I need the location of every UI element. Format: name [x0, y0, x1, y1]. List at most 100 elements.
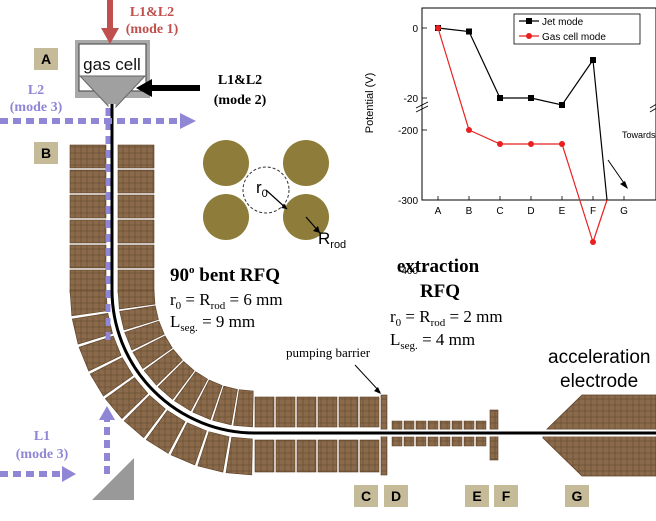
- rfq-segment: [104, 377, 149, 419]
- rfq-segment: [69, 169, 107, 194]
- rfq-segment: [132, 335, 173, 370]
- x-tick-label: G: [620, 206, 628, 217]
- extraction-segment: [415, 420, 427, 431]
- point-label-f: F: [502, 488, 511, 504]
- mode1-label-line2: (mode 1): [126, 22, 179, 37]
- y-tick-label: -400: [398, 266, 418, 277]
- series-line-gas-cell: [437, 27, 594, 243]
- rfq-segment: [174, 371, 208, 412]
- laser-l1-mode3: [0, 108, 115, 482]
- bent-rfq: [69, 144, 254, 476]
- x-tick-label: D: [527, 206, 534, 217]
- series-line-jet: [437, 27, 594, 106]
- legend-gas-cell-mode: Gas cell mode: [542, 32, 606, 43]
- extraction-segment: [415, 436, 427, 447]
- point-label-box: [384, 485, 408, 507]
- rfq-segment: [117, 144, 155, 169]
- x-tick-label: B: [466, 206, 473, 217]
- rfq-segment: [157, 361, 195, 400]
- point-label-g: G: [572, 488, 583, 504]
- gas-cell-point: [559, 141, 565, 147]
- laser-l2-mode3: [0, 113, 196, 129]
- point-labels: A B C D E F G: [34, 48, 589, 507]
- rfq-segment: [143, 348, 183, 386]
- rfq-segment: [275, 396, 296, 428]
- extraction-segment: [451, 420, 463, 431]
- extraction-segment: [403, 436, 415, 447]
- gas-cell-point: [466, 127, 472, 133]
- rfq-segment: [69, 144, 107, 169]
- y-tick-label: 0: [412, 24, 418, 35]
- rfq-segment: [359, 439, 380, 473]
- mode1-label-line1: L1&L2: [130, 5, 174, 20]
- rfq-segment: [170, 422, 207, 466]
- mirror: [92, 458, 134, 500]
- extraction-rfq-segment: Lseg. = 4 mm: [390, 330, 475, 352]
- rfq-segment: [338, 439, 359, 473]
- pumping-barrier-label: pumping barrier: [286, 345, 371, 360]
- bent-rfq-segment: Lseg. = 9 mm: [170, 312, 255, 334]
- point-label-box: [34, 48, 58, 70]
- towards-annotation: Towards -40 kV: [622, 130, 656, 140]
- extraction-segment: [403, 420, 415, 431]
- rod-cross-section: r0 Rrod: [203, 140, 346, 251]
- rfq-segment: [225, 436, 253, 476]
- gas-cell-label: gas cell: [83, 55, 141, 74]
- jet-point: [528, 95, 534, 101]
- ion-beam-path: [108, 104, 656, 437]
- extraction-rfq: [391, 409, 499, 461]
- rfq-segment: [317, 439, 338, 473]
- point-label-e: E: [472, 488, 481, 504]
- point-label-box: [465, 485, 489, 507]
- rfq-segment: [117, 194, 155, 219]
- laser-mode1: [101, 0, 119, 44]
- potential-chart: Potential (V) 0 -20 -200 -300 -400 A B C D E F G Je…: [364, 2, 656, 277]
- extraction-rfq-title-2: RFQ: [420, 281, 460, 302]
- l2-mode3-label-line1: L2: [28, 83, 44, 98]
- series-tail: [592, 199, 608, 243]
- rfq-segment: [119, 305, 159, 331]
- rfq-segment: [359, 396, 380, 428]
- point-label-box: [354, 485, 378, 507]
- x-tick-label: A: [435, 206, 442, 217]
- extraction-segment: [463, 420, 475, 431]
- extraction-segment: [475, 436, 487, 447]
- extraction-segment: [427, 436, 439, 447]
- rfq-segment: [296, 439, 317, 473]
- rfq-segment: [89, 357, 134, 397]
- rfq-segment: [254, 396, 275, 428]
- y-tick-label: -20: [404, 94, 419, 105]
- rfq-segment: [78, 335, 122, 372]
- x-tick-label: E: [559, 206, 566, 217]
- rfq-segment: [296, 396, 317, 428]
- r0-label: r0: [256, 178, 268, 200]
- extraction-segment: [463, 436, 475, 447]
- chart-frame: [421, 7, 656, 201]
- rfq-segment: [317, 396, 338, 428]
- rfq-segment: [69, 269, 107, 294]
- mode2-label-line2: (mode 2): [214, 93, 267, 108]
- extraction-segment: [391, 436, 403, 447]
- rrod-label: Rrod: [318, 229, 346, 251]
- rfq-segment: [212, 385, 238, 426]
- rfq-segment: [69, 194, 107, 219]
- rfq-segment: [124, 320, 165, 351]
- extraction-segment: [439, 436, 451, 447]
- rfq-segment: [275, 439, 296, 473]
- extraction-rfq-title-1: extraction: [397, 256, 480, 277]
- gas-cell-point: [497, 141, 503, 147]
- laser-mode2: [136, 79, 200, 97]
- rfq-segment: [338, 396, 359, 428]
- l1-mode3-label-line1: L1: [34, 429, 50, 444]
- rfq-segment: [117, 244, 155, 269]
- extraction-segment: [391, 420, 403, 431]
- gas-cell-point: [528, 141, 534, 147]
- mode2-label-line1: L1&L2: [218, 73, 262, 88]
- bent-rfq-title: 90o bent RFQ: [170, 264, 280, 286]
- extraction-segment: [475, 420, 487, 431]
- y-tick-label: -300: [398, 196, 418, 207]
- chart-legend: Jet mode Gas cell mode: [513, 13, 641, 45]
- acceleration-label-2: electrode: [560, 371, 638, 392]
- rfq-segment: [71, 312, 113, 345]
